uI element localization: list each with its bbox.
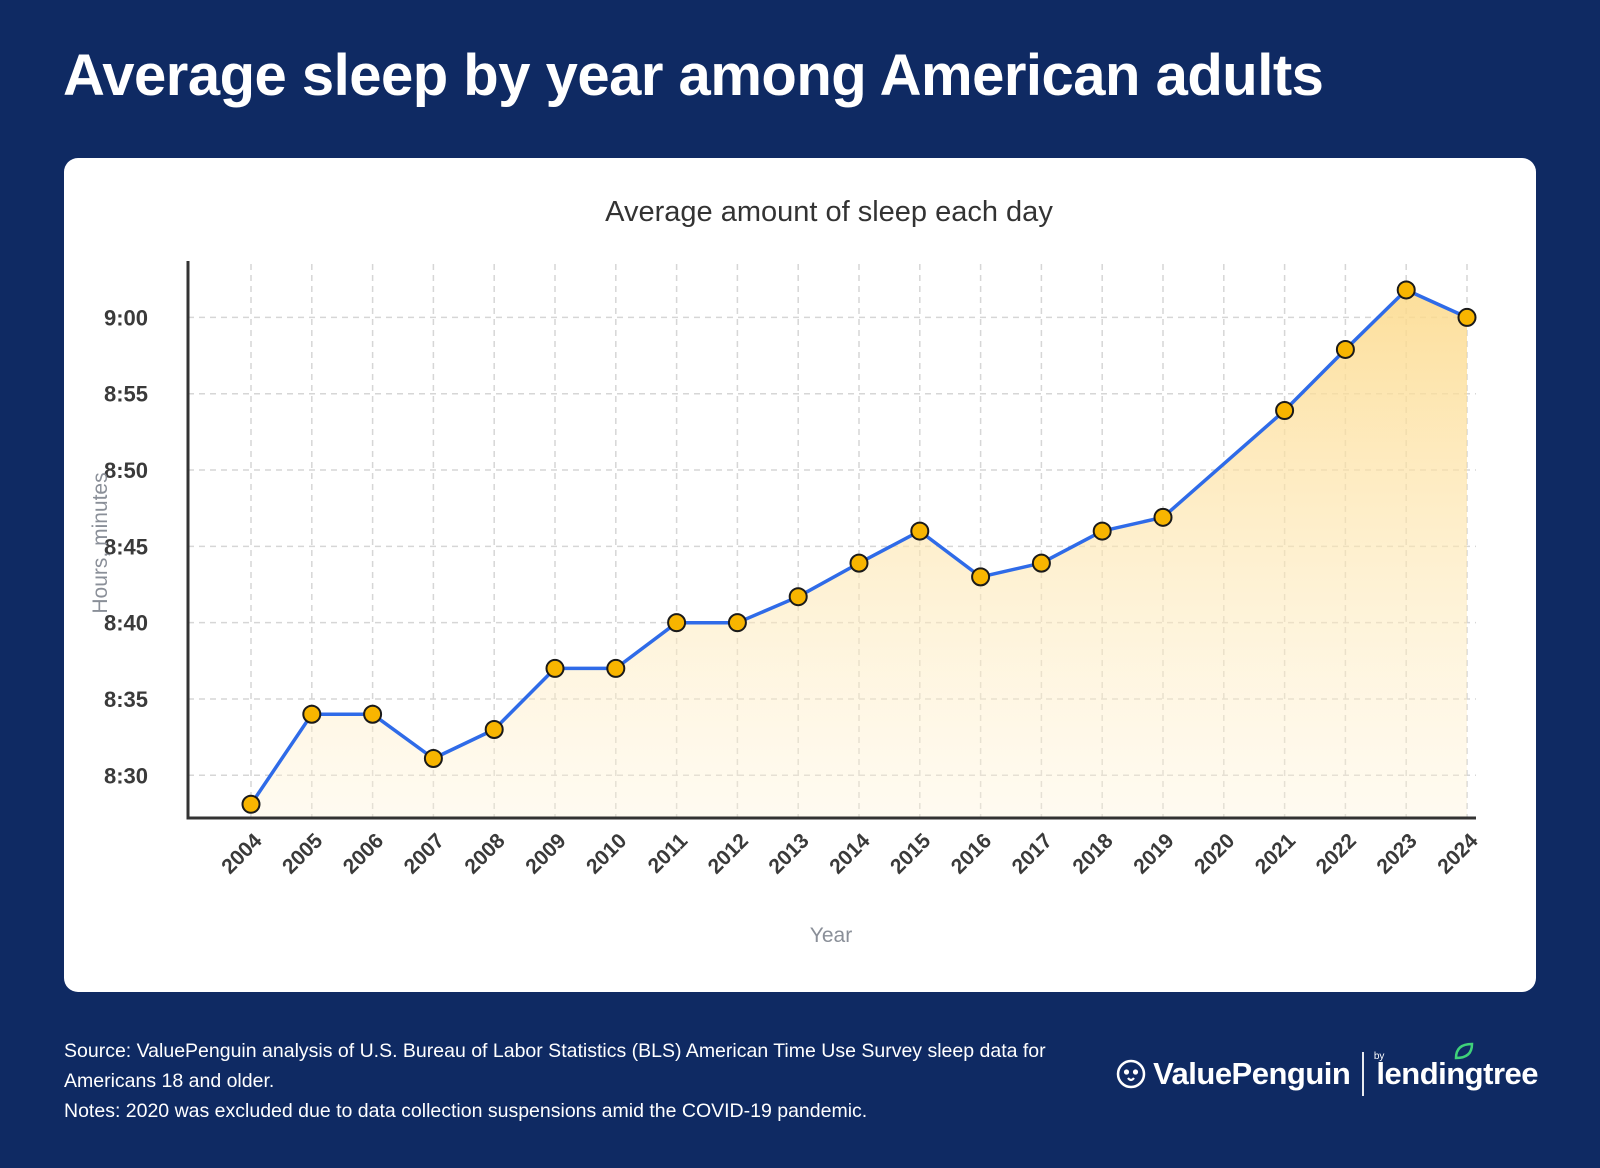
line-chart: Average amount of sleep each day 8:30 8:3… <box>89 196 1483 947</box>
penguin-icon <box>1116 1059 1146 1089</box>
x-tick-label: 2004 <box>217 829 267 879</box>
data-point-2013 <box>788 587 808 607</box>
data-point-2017 <box>1031 553 1051 573</box>
data-point-2005 <box>302 704 322 724</box>
chart-card: Average amount of sleep each day 8:30 8:3… <box>64 158 1536 992</box>
x-tick-label: 2010 <box>582 829 631 878</box>
x-tick-label: 2011 <box>644 829 693 878</box>
data-point-2019 <box>1153 507 1173 527</box>
brand-logo: ValuePenguin by lendingtree <box>1115 1042 1538 1096</box>
x-tick-label: 2018 <box>1068 829 1118 879</box>
x-tick-label: 2022 <box>1312 829 1361 878</box>
x-tick-label: 2014 <box>825 829 875 879</box>
x-tick-label: 2021 <box>1251 829 1301 879</box>
x-tick-label: 2006 <box>339 829 388 878</box>
source-text: Source: ValuePenguin analysis of U.S. Bu… <box>64 1040 1046 1092</box>
data-point-2014 <box>849 553 869 573</box>
data-point-2009 <box>545 658 565 678</box>
y-tick-label: 8:45 <box>104 534 148 559</box>
chart-title: Average amount of sleep each day <box>605 196 1053 228</box>
data-point-2007 <box>423 748 443 768</box>
lendingtree-logo: lendingtree <box>1376 1042 1538 1092</box>
data-point-2006 <box>363 704 383 724</box>
y-tick-label: 8:30 <box>104 763 148 788</box>
x-tick-label: 2007 <box>400 829 449 878</box>
x-tick-label: 2005 <box>278 829 328 879</box>
x-tick-label: 2019 <box>1129 829 1178 878</box>
x-tick-label: 2009 <box>521 829 570 878</box>
leaf-icon <box>1454 1042 1474 1060</box>
data-point-2008 <box>484 719 504 739</box>
y-tick-label: 8:50 <box>104 458 148 483</box>
data-point-2004 <box>241 794 261 814</box>
x-tick-label: 2015 <box>886 829 936 879</box>
data-point-2021 <box>1275 401 1295 421</box>
x-tick-label: 2023 <box>1372 829 1421 878</box>
page-title: Average sleep by year among American adu… <box>63 43 1324 108</box>
x-tick-label: 2024 <box>1433 829 1483 879</box>
data-point-2018 <box>1092 521 1112 541</box>
y-tick-label: 8:35 <box>104 687 148 712</box>
data-point-2015 <box>910 521 930 541</box>
y-axis-label: Hours, minutes <box>89 472 112 613</box>
data-point-2011 <box>667 613 687 633</box>
x-tick-label: 2008 <box>460 829 510 879</box>
data-point-2012 <box>727 613 747 633</box>
valuepenguin-text: ValuePenguin <box>1153 1056 1351 1091</box>
y-tick-label: 8:40 <box>104 611 148 636</box>
y-tick-label: 9:00 <box>104 305 148 330</box>
brand-by-text: by <box>1373 1050 1385 1062</box>
x-tick-label: 2016 <box>947 829 996 878</box>
data-point-2016 <box>971 567 991 587</box>
data-point-2023 <box>1396 280 1416 300</box>
y-tick-label: 8:55 <box>104 382 148 407</box>
x-axis-label: Year <box>810 924 852 947</box>
valuepenguin-logo: ValuePenguin <box>1115 1056 1351 1092</box>
area-fill <box>251 289 1467 818</box>
x-tick-label: 2012 <box>704 829 753 878</box>
x-tick-label: 2017 <box>1008 829 1057 878</box>
x-tick-label: 2020 <box>1190 829 1239 878</box>
data-point-2010 <box>606 658 626 678</box>
data-point-2024 <box>1457 307 1477 327</box>
x-tick-label: 2013 <box>764 829 813 878</box>
brand-divider <box>1362 1052 1364 1096</box>
lendingtree-text: lendingtree <box>1376 1056 1538 1091</box>
notes-text: Notes: 2020 was excluded due to data col… <box>64 1100 868 1122</box>
data-point-2022 <box>1335 339 1355 359</box>
footer-notes: Source: ValuePenguin analysis of U.S. Bu… <box>64 1036 1064 1126</box>
series-line <box>249 288 1468 806</box>
